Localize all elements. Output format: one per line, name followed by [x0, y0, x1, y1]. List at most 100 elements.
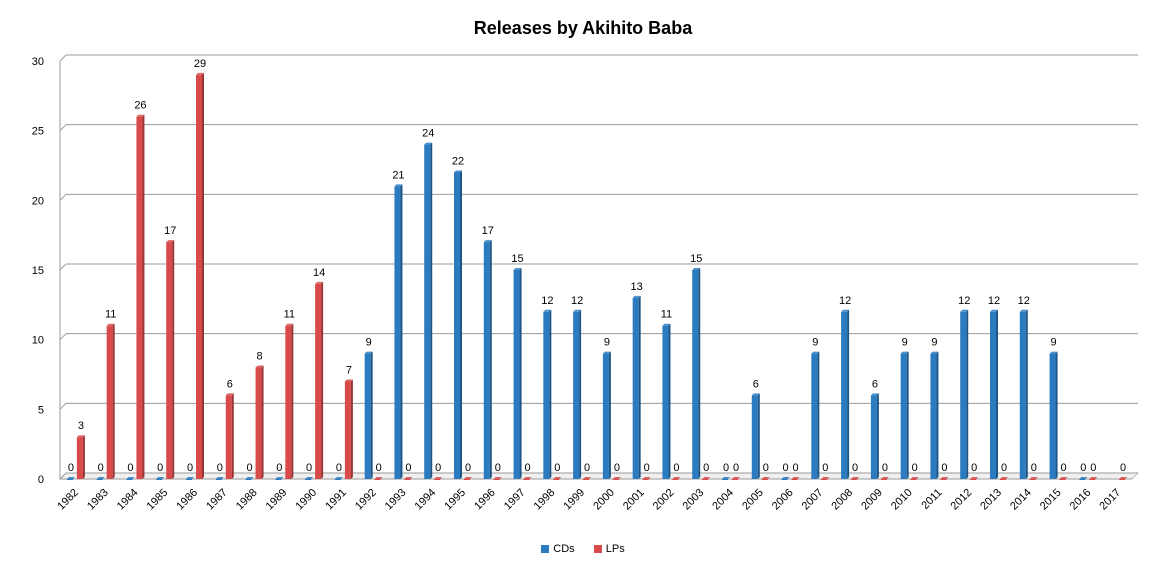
bar-lps [374, 479, 381, 480]
bar-top-cds [692, 268, 701, 270]
data-label: 12 [988, 295, 1000, 307]
bar-top-lps [553, 477, 562, 479]
bar-top-cds [1019, 309, 1028, 312]
bar-top-cds [215, 477, 224, 479]
bar-top-cds [722, 477, 730, 479]
bar-lps [464, 479, 470, 480]
x-tick-label: 1989 [264, 487, 290, 513]
bar-lps [583, 479, 590, 480]
bar-top-cds [960, 309, 969, 312]
bar-lps [285, 325, 292, 479]
bar-top-lps [196, 72, 204, 75]
bar-side-cds [847, 309, 850, 479]
bar-cds [543, 311, 550, 479]
bar-top-lps [732, 477, 740, 479]
bar-top-cds [275, 477, 284, 479]
y-tick-label: 15 [32, 265, 44, 277]
bar-lps [523, 479, 530, 480]
x-tick-label: 2013 [978, 487, 1004, 513]
bar-cds [245, 479, 252, 480]
data-label: 17 [164, 225, 176, 237]
bar-cds [1019, 311, 1026, 479]
bar-cds [305, 479, 312, 480]
bar-top-lps [1089, 477, 1098, 479]
data-label: 9 [902, 337, 908, 349]
bar-lps [910, 479, 917, 480]
y-tick-label: 10 [32, 335, 44, 347]
bar-side-cds [400, 184, 403, 479]
data-label: 9 [812, 337, 818, 349]
bar-side-lps [350, 379, 353, 479]
bar-cds [602, 353, 609, 479]
bar-side-cds [936, 351, 939, 479]
data-label: 11 [105, 309, 116, 321]
data-label: 6 [227, 378, 233, 390]
bar-top-cds [900, 351, 909, 354]
bar-top-lps [851, 477, 860, 479]
bar-top-cds [573, 309, 582, 312]
bar-top-lps [374, 477, 383, 479]
bar-side-lps [291, 323, 294, 479]
bar-cds [96, 479, 103, 480]
bar-side-cds [579, 309, 582, 479]
data-label: 0 [1031, 462, 1037, 474]
data-label: 0 [822, 462, 828, 474]
data-label: 0 [98, 462, 104, 474]
data-label: 0 [306, 462, 312, 474]
y-tick-label: 25 [32, 126, 44, 138]
bar-lps [642, 479, 649, 480]
bar-side-cds [906, 351, 909, 479]
legend-swatch-cds [541, 545, 550, 554]
data-label: 26 [134, 100, 146, 112]
bar-cds [662, 325, 669, 479]
bar-cds [1049, 353, 1056, 479]
data-label: 9 [366, 337, 372, 349]
bar-top-cds [930, 351, 939, 354]
bar-lps [1029, 479, 1036, 480]
data-label: 14 [313, 267, 325, 279]
bar-lps [255, 367, 262, 479]
data-label: 0 [644, 462, 650, 474]
x-tick-label: 1986 [174, 487, 200, 513]
bar-top-cds [662, 323, 671, 326]
bar-side-cds [549, 309, 552, 479]
gridline-depth [59, 402, 67, 410]
x-tick-label: 1992 [353, 487, 379, 513]
bar-top-lps [642, 477, 651, 479]
data-label: 0 [1001, 462, 1007, 474]
bar-lps [1000, 479, 1006, 480]
bar-cds [66, 479, 73, 480]
x-tick-label: 1985 [145, 487, 171, 513]
bar-side-cds [698, 268, 701, 479]
bar-top-lps [970, 477, 979, 479]
bar-side-lps [231, 393, 234, 479]
bar-cds [513, 270, 520, 479]
bar-cds [215, 479, 222, 480]
data-label: 0 [554, 462, 560, 474]
bar-top-lps [523, 477, 532, 479]
data-label: 0 [852, 462, 858, 474]
bar-cds [751, 395, 758, 479]
gridline-depth [59, 54, 67, 62]
bar-cds [841, 311, 848, 479]
bar-top-lps [702, 477, 711, 479]
data-label: 0 [524, 462, 530, 474]
bar-cds [990, 311, 996, 479]
data-label: 7 [346, 364, 352, 376]
bar-lps [166, 242, 173, 479]
x-tick-label: 1983 [85, 487, 111, 513]
bar-lps [791, 479, 798, 480]
data-label: 11 [284, 309, 295, 321]
x-tick-label: 2002 [651, 487, 677, 513]
legend-label-cds: CDs [553, 543, 575, 555]
data-label: 21 [392, 169, 404, 181]
bar-lps [732, 479, 738, 480]
data-label: 6 [872, 378, 878, 390]
bar-top-lps [880, 477, 889, 479]
data-label: 12 [958, 295, 970, 307]
data-label: 0 [763, 462, 769, 474]
bar-side-cds [370, 351, 373, 479]
bar-top-lps [255, 365, 264, 368]
x-tick-label: 1994 [413, 487, 439, 513]
data-label: 0 [723, 462, 729, 474]
